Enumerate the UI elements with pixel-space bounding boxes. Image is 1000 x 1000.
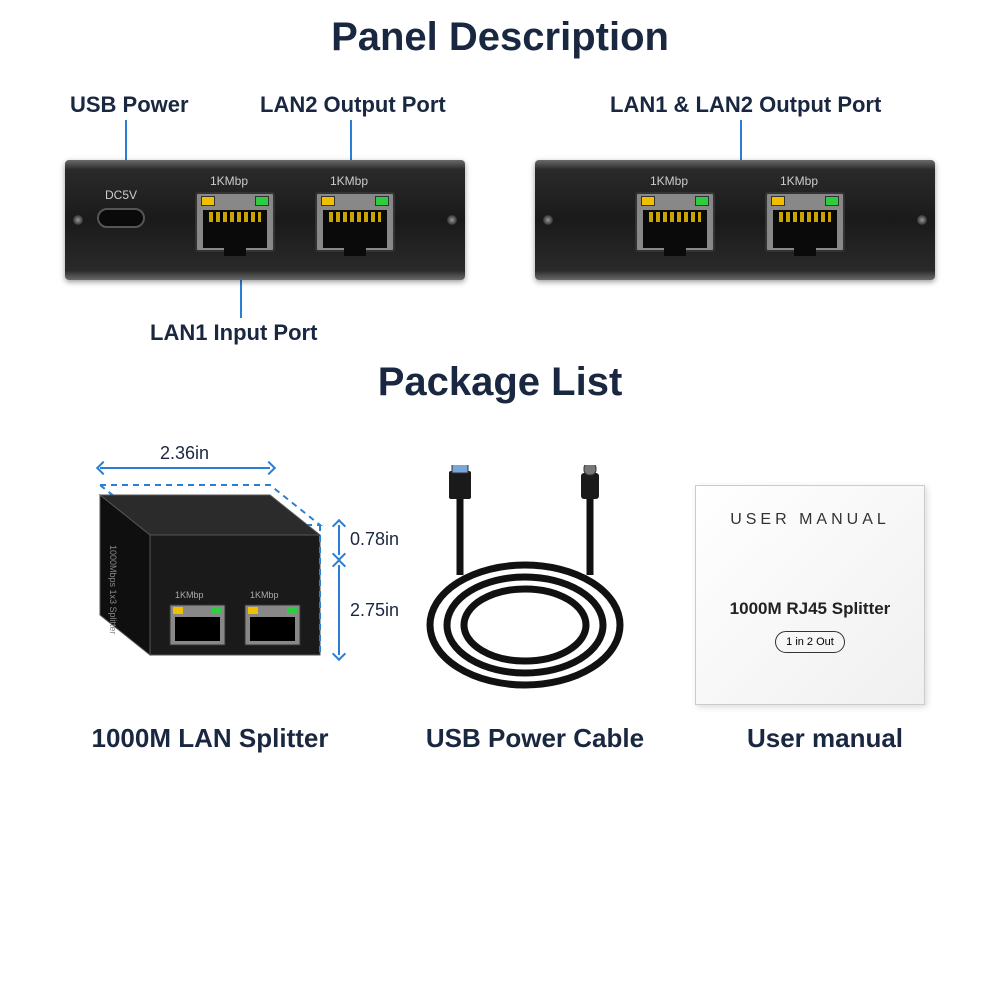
led-yellow-icon — [321, 196, 335, 206]
panel-description-title: Panel Description — [0, 15, 1000, 60]
manual-cover: USER MANUAL 1000M RJ45 Splitter 1 in 2 O… — [695, 485, 925, 705]
rj45-port-lan2 — [315, 192, 395, 252]
package-list-title: Package List — [0, 360, 1000, 405]
pkg-splitter: 1KMbp 1KMbp 1000Mbps 1x3 Splitter 2.36in… — [45, 445, 375, 754]
dim-depth-text: 2.75in — [350, 600, 399, 621]
led-green-icon — [255, 196, 269, 206]
screw-icon — [917, 215, 927, 225]
callout-lan2-output: LAN2 Output Port — [260, 92, 446, 118]
splitter-device-icon — [60, 445, 360, 705]
led-green-icon — [825, 196, 839, 206]
rj45-port-out1 — [635, 192, 715, 252]
mini-speed-1: 1KMbp — [175, 590, 204, 600]
dim-width-text: 2.36in — [160, 443, 209, 464]
device-top-text: 1000Mbps 1x3 Splitter — [108, 545, 118, 635]
screw-icon — [447, 215, 457, 225]
screw-icon — [543, 215, 553, 225]
led-green-icon — [695, 196, 709, 206]
dim-line-width — [100, 467, 270, 469]
usb-cable-icon — [405, 465, 645, 705]
rear-panel: 1KMbp 1KMbp — [535, 160, 935, 280]
speed-label-4: 1KMbp — [780, 174, 818, 188]
rj45-port-lan1 — [195, 192, 275, 252]
package-row: 1KMbp 1KMbp 1000Mbps 1x3 Splitter 2.36in… — [0, 445, 1000, 754]
mini-speed-2: 1KMbp — [250, 590, 279, 600]
led-green-icon — [375, 196, 389, 206]
callout-lan1-input: LAN1 Input Port — [150, 320, 317, 346]
manual-cover-badge: 1 in 2 Out — [775, 631, 845, 653]
screw-icon — [73, 215, 83, 225]
package-list-section: Package List — [0, 360, 1000, 754]
dc5v-label: DC5V — [105, 188, 137, 202]
pkg-manual: USER MANUAL 1000M RJ45 Splitter 1 in 2 O… — [695, 485, 955, 754]
speed-label-3: 1KMbp — [650, 174, 688, 188]
manual-cover-title: USER MANUAL — [714, 511, 906, 529]
front-panel: DC5V 1KMbp 1KMbp — [65, 160, 465, 280]
speed-label-1: 1KMbp — [210, 174, 248, 188]
manual-cover-sub: 1000M RJ45 Splitter — [714, 599, 906, 619]
pkg-splitter-label: 1000M LAN Splitter — [45, 723, 375, 754]
rj45-port-out2 — [765, 192, 845, 252]
callout-usb-power: USB Power — [70, 92, 189, 118]
led-yellow-icon — [771, 196, 785, 206]
speed-label-2: 1KMbp — [330, 174, 368, 188]
panel-description-section: Panel Description USB Power LAN2 Output … — [0, 0, 1000, 280]
led-yellow-icon — [641, 196, 655, 206]
dim-line-depth — [338, 565, 340, 655]
dim-height-text: 0.78in — [350, 529, 399, 550]
callout-lan12-output: LAN1 & LAN2 Output Port — [610, 92, 881, 118]
pkg-cable-label: USB Power Cable — [405, 723, 665, 754]
usb-c-port — [97, 208, 145, 228]
pkg-manual-label: User manual — [695, 723, 955, 754]
panel-row: USB Power LAN2 Output Port LAN1 & LAN2 O… — [0, 160, 1000, 280]
led-yellow-icon — [201, 196, 215, 206]
pkg-cable: USB Power Cable — [405, 465, 665, 754]
